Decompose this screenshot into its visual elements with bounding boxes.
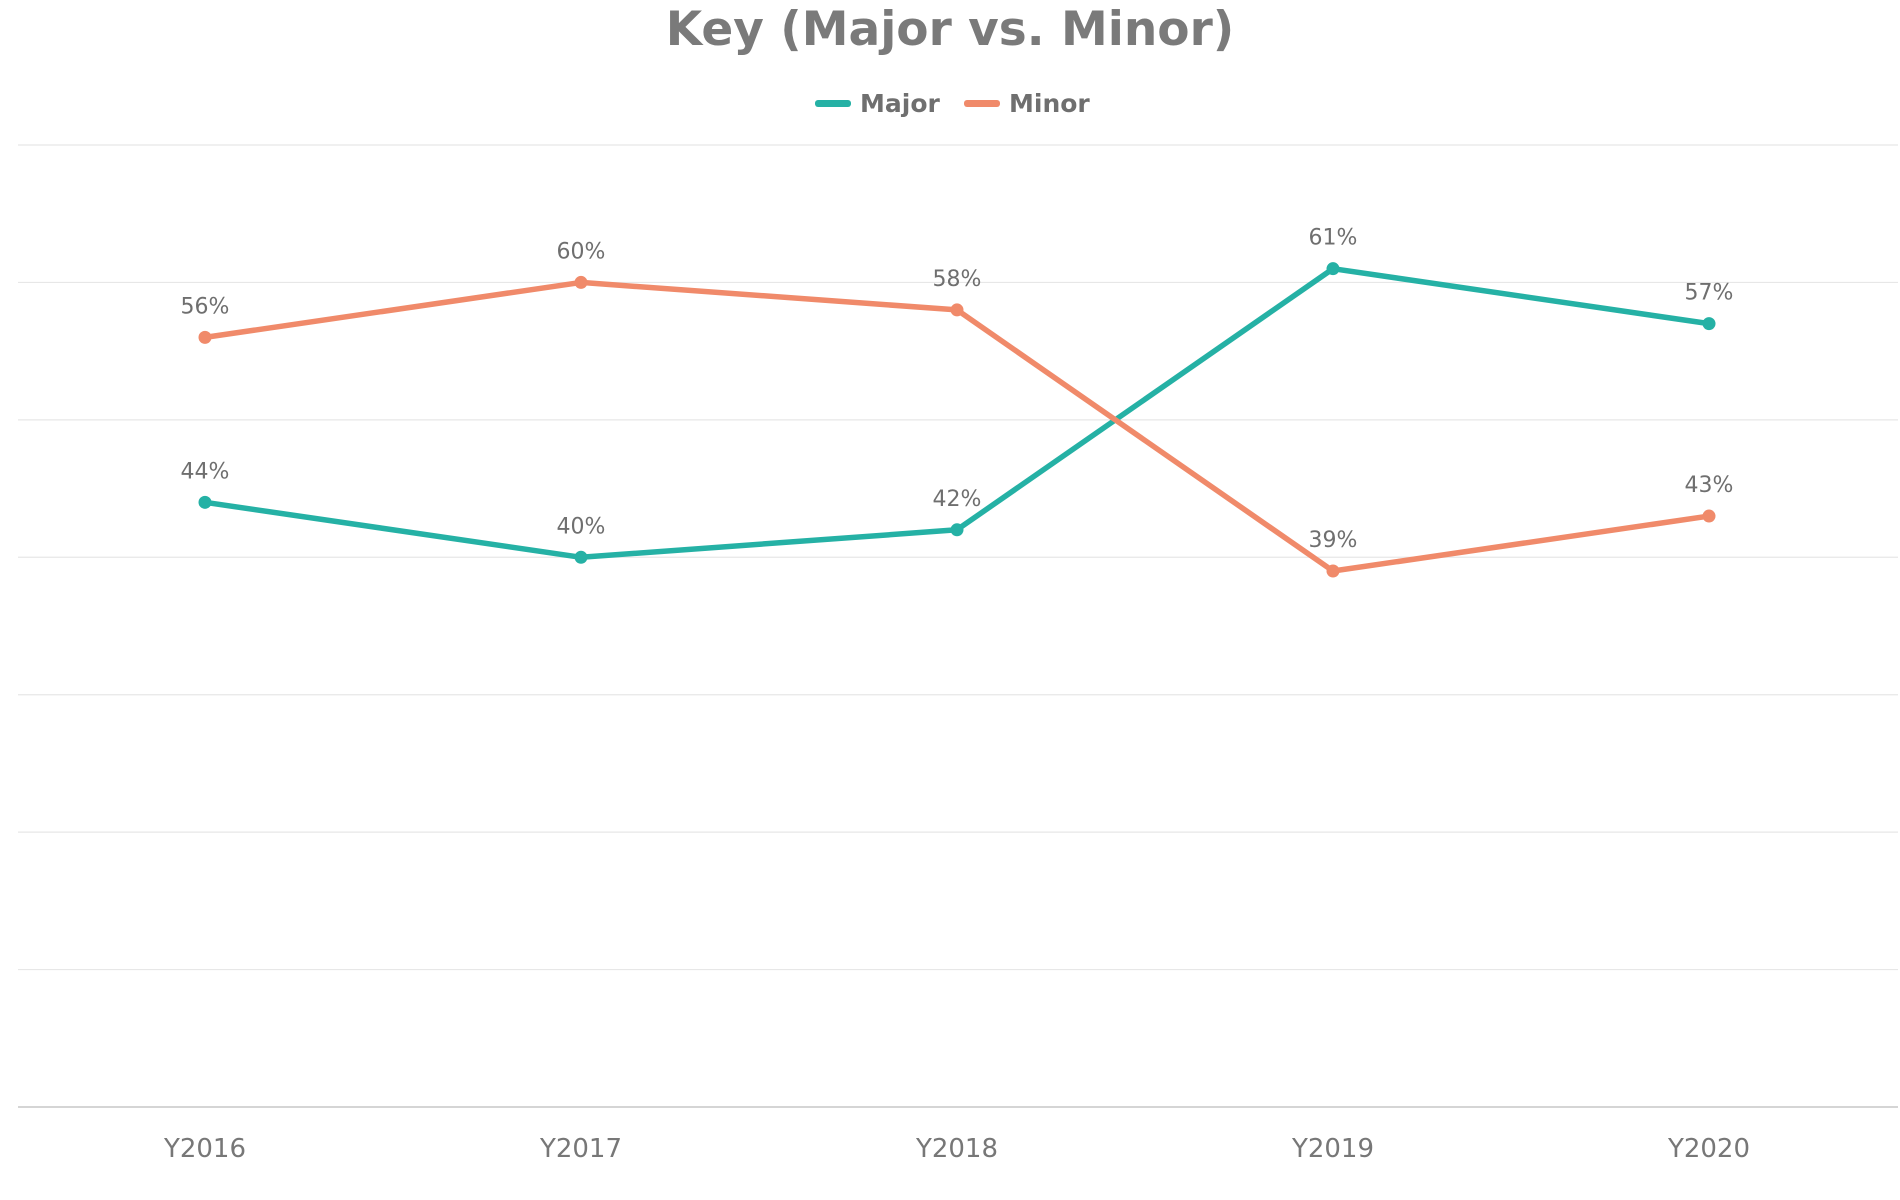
gridlines <box>18 144 1898 971</box>
x-tick-label: Y2018 <box>915 1134 998 1164</box>
series-major: 44% 40% 42% 61% 57% <box>181 226 1734 564</box>
data-point-minor[interactable] <box>1326 564 1340 578</box>
data-label-major: 42% <box>933 487 982 512</box>
legend-item-major[interactable]: Major <box>815 89 940 118</box>
data-label-minor: 43% <box>1685 473 1734 498</box>
x-tick-label: Y2020 <box>1667 1134 1750 1164</box>
legend[interactable]: Major Minor <box>815 89 1090 118</box>
legend-swatch-major <box>815 100 851 107</box>
data-point-minor[interactable] <box>1702 509 1716 523</box>
data-point-major[interactable] <box>1702 317 1716 331</box>
data-point-major[interactable] <box>950 523 964 537</box>
data-point-major[interactable] <box>198 495 212 509</box>
data-label-minor: 60% <box>557 239 606 264</box>
x-tick-label: Y2016 <box>163 1134 246 1164</box>
data-label-major: 44% <box>181 459 230 484</box>
x-axis-ticks: Y2016 Y2017 Y2018 Y2019 Y2020 <box>163 1134 1750 1164</box>
data-label-minor: 39% <box>1309 528 1358 553</box>
data-label-major: 61% <box>1309 226 1358 251</box>
data-point-minor[interactable] <box>574 275 588 289</box>
data-label-minor: 56% <box>181 294 230 319</box>
chart-title: Key (Major vs. Minor) <box>666 2 1235 57</box>
data-point-major[interactable] <box>574 550 588 564</box>
data-point-minor[interactable] <box>950 303 964 317</box>
data-point-major[interactable] <box>1326 262 1340 276</box>
x-tick-label: Y2017 <box>539 1134 622 1164</box>
legend-item-minor[interactable]: Minor <box>964 89 1090 118</box>
x-tick-label: Y2019 <box>1291 1134 1374 1164</box>
data-label-major: 40% <box>557 514 606 539</box>
legend-swatch-minor <box>964 100 1000 107</box>
data-label-major: 57% <box>1685 281 1734 306</box>
data-label-minor: 58% <box>933 267 982 292</box>
legend-label-major: Major <box>860 89 940 118</box>
legend-label-minor: Minor <box>1009 89 1090 118</box>
series-minor: 56% 60% 58% 39% 43% <box>181 239 1734 578</box>
data-point-minor[interactable] <box>198 330 212 344</box>
